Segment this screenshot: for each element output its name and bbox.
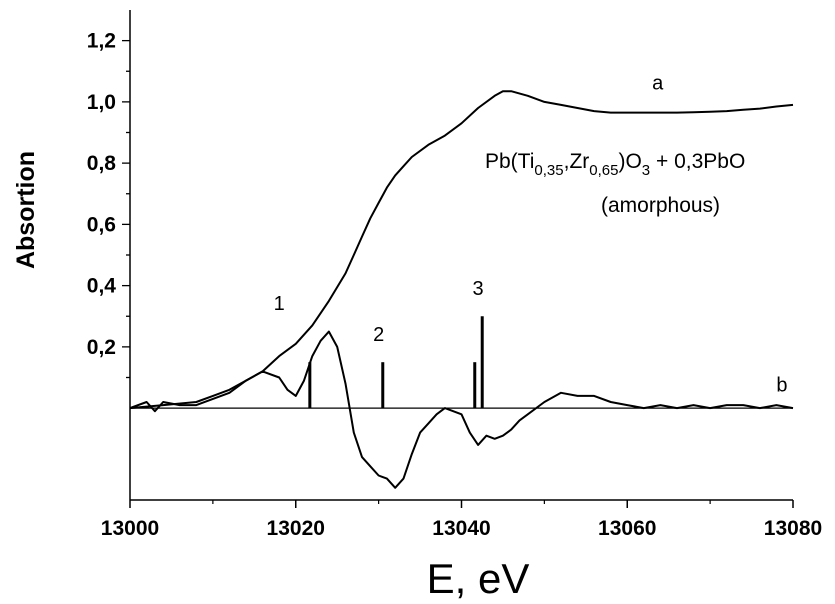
formula-sub1: 0,35 <box>534 162 563 179</box>
y-axis-label: Absortion <box>12 151 40 269</box>
transition-label: 1 <box>274 293 285 315</box>
ticks: 13000 13020 13040 13060 13080 0,2 0,4 0,6 0,8 1,0… <box>87 30 822 540</box>
x-tick-label: 13000 <box>101 517 159 540</box>
y-tick-label: 0,6 <box>87 213 116 236</box>
y-tick-label: 0,2 <box>87 336 116 359</box>
transition-markers: 1 2 3 <box>274 278 484 409</box>
y-tick-label: 0,4 <box>87 275 117 298</box>
series-line-b <box>129 330 794 489</box>
transition-label: 2 <box>373 324 384 346</box>
sample-formula: Pb(Ti0,35,Zr0,65)O3 + 0,3PbO <box>485 150 745 179</box>
y-tick-label: 0,8 <box>87 152 117 175</box>
formula-tail: + 0,3PbO <box>650 150 745 173</box>
formula-sub3: 3 <box>642 162 650 179</box>
series-label-a: a <box>652 73 664 95</box>
series-line-a <box>129 90 794 410</box>
formula-post: )O <box>618 150 641 173</box>
series-label-b: b <box>776 374 787 396</box>
formula-pre: Pb(Ti <box>485 150 534 173</box>
sample-note: (amorphous) <box>601 194 720 217</box>
series-lines <box>129 90 794 489</box>
axes <box>129 10 793 501</box>
y-tick-label: 1,0 <box>87 91 116 114</box>
x-tick-label: 13060 <box>598 517 656 540</box>
formula-sub2: 0,65 <box>589 162 618 179</box>
y-tick-label: 1,2 <box>87 30 116 53</box>
x-tick-label: 13040 <box>432 517 490 540</box>
x-axis-label: E, eV <box>427 555 530 602</box>
transition-label: 3 <box>473 278 484 300</box>
formula-mid: ,Zr <box>564 150 590 173</box>
x-tick-label: 13020 <box>267 517 325 540</box>
x-tick-label: 13080 <box>764 517 822 540</box>
chart-labels: E, eV Absortion Pb(Ti0,35,Zr0,65)O3 + 0,… <box>12 73 788 602</box>
